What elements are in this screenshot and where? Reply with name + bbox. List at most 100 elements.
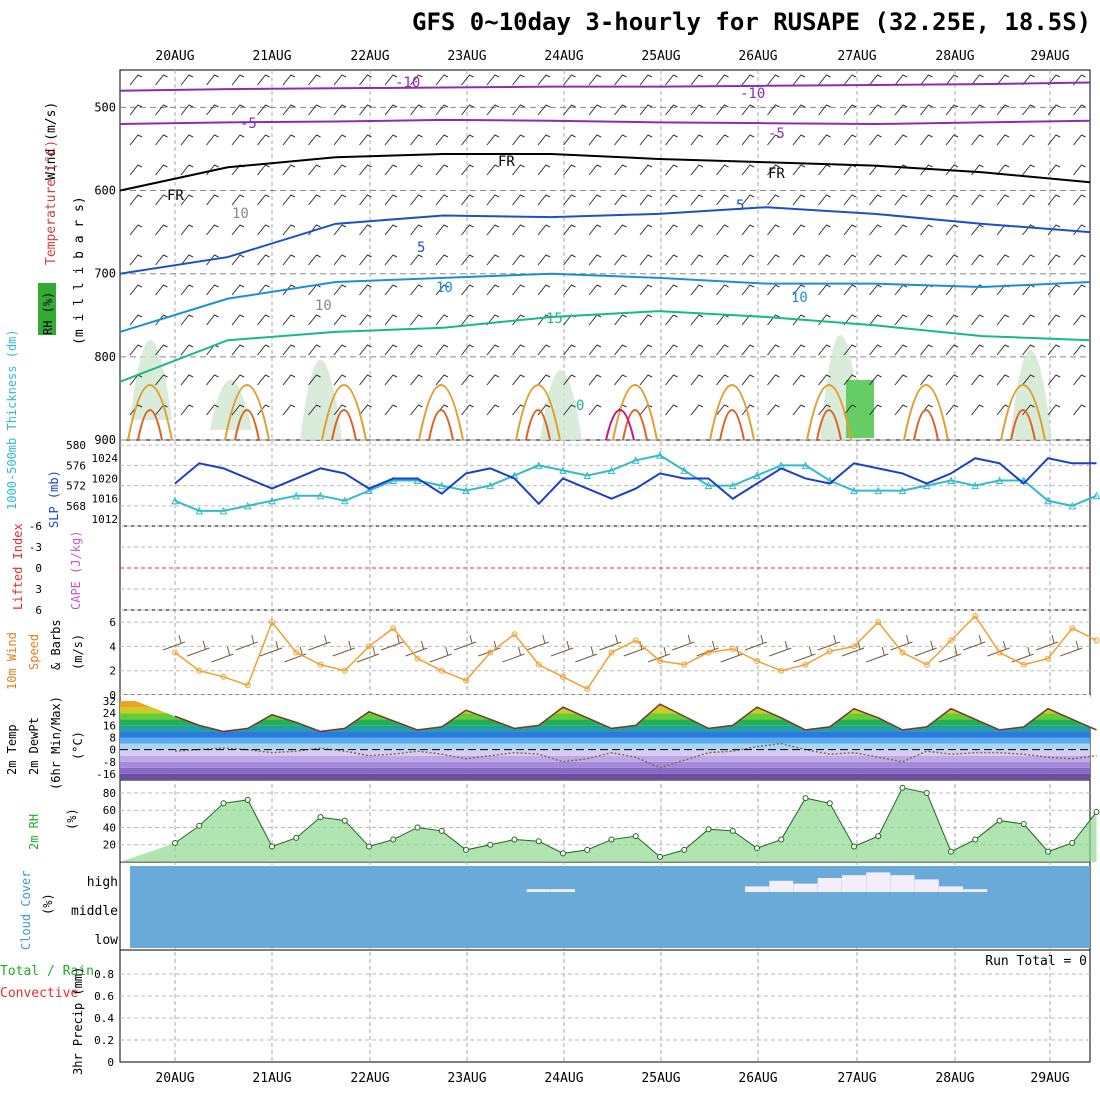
wind-barb bbox=[945, 254, 959, 266]
wind-barb bbox=[869, 74, 882, 86]
rh-marker bbox=[632, 833, 639, 840]
wind-speed-marker bbox=[1045, 655, 1051, 662]
wind-speed-marker bbox=[802, 661, 809, 668]
wind-barb bbox=[665, 194, 678, 206]
wind-barb bbox=[359, 134, 372, 146]
thickness-marker bbox=[1068, 501, 1077, 510]
wind-barb bbox=[435, 134, 449, 146]
cloud-bar bbox=[769, 880, 794, 892]
wind-barb bbox=[588, 224, 602, 236]
wind-barb bbox=[869, 254, 882, 266]
chart-title: GFS 0~10day 3-hourly for RUSAPE (32.25E,… bbox=[412, 8, 1092, 36]
surface-wind-barb bbox=[429, 646, 452, 663]
wind-barb bbox=[792, 74, 806, 86]
wind-barb bbox=[206, 134, 219, 146]
wind-barb bbox=[384, 344, 398, 356]
hot-isotherm bbox=[137, 409, 163, 441]
wind-barb bbox=[1022, 164, 1035, 176]
wind-barb bbox=[257, 404, 270, 416]
wind-barb bbox=[996, 74, 1010, 86]
wind-speed-marker bbox=[972, 613, 979, 620]
pressure-tick-label: 700 bbox=[94, 267, 116, 281]
wind-barb bbox=[894, 134, 908, 146]
warm-isotherm bbox=[321, 384, 367, 441]
wind-barb bbox=[971, 164, 984, 176]
wind-barb bbox=[257, 164, 270, 176]
wind-barb bbox=[869, 344, 882, 356]
wind-barb bbox=[461, 164, 474, 176]
wind-barb bbox=[563, 344, 576, 356]
wind-speed-marker bbox=[487, 649, 494, 656]
surface-wind-barb bbox=[211, 646, 234, 663]
rh-marker bbox=[196, 822, 203, 829]
wind-barb bbox=[716, 284, 729, 296]
thickness-marker bbox=[462, 486, 470, 495]
wind-barb bbox=[435, 314, 449, 326]
top-date-label: 22AUG bbox=[350, 49, 389, 64]
wind-barb bbox=[792, 224, 806, 236]
thickness-marker bbox=[1044, 496, 1052, 505]
wind-barb bbox=[716, 344, 729, 356]
wind-barb bbox=[614, 164, 627, 176]
wind-barb bbox=[512, 344, 525, 356]
wind-barb bbox=[129, 404, 143, 416]
li-tick-label: -3 bbox=[29, 541, 42, 554]
wind-barb bbox=[206, 314, 219, 326]
wind-barb bbox=[869, 404, 882, 416]
surface-wind-barb bbox=[866, 646, 889, 663]
wind-barb bbox=[231, 404, 245, 416]
rh-marker bbox=[972, 836, 979, 843]
top-date-label: 21AUG bbox=[252, 49, 291, 64]
wind-barb bbox=[1047, 104, 1061, 116]
wind-barb bbox=[384, 404, 398, 416]
wind-tick-label: 6 bbox=[109, 616, 116, 629]
rh-tick-label: 20 bbox=[103, 839, 116, 852]
wind-barb bbox=[333, 164, 347, 176]
wind-barb bbox=[1022, 284, 1035, 296]
surface-wind-barb bbox=[696, 640, 719, 657]
temp-color-band bbox=[120, 749, 1090, 756]
wind-barb bbox=[1022, 194, 1035, 206]
wind-speed-marker bbox=[511, 631, 518, 638]
wind-barb bbox=[869, 374, 882, 386]
wind-barb bbox=[359, 344, 372, 356]
bottom-date-label: 25AUG bbox=[641, 1071, 680, 1086]
warm-isotherm bbox=[418, 384, 464, 441]
wind-barb bbox=[614, 374, 627, 386]
wind-barb bbox=[588, 284, 602, 296]
wind-barb bbox=[486, 344, 500, 356]
wind-barb bbox=[359, 254, 372, 266]
wind-barb bbox=[971, 74, 984, 86]
wind-speed-marker bbox=[463, 677, 469, 684]
wind-barb bbox=[231, 254, 245, 266]
wind-barb bbox=[1073, 374, 1086, 386]
wind-barb bbox=[614, 314, 627, 326]
speed-label: Speed bbox=[27, 634, 41, 670]
wind-barb bbox=[665, 104, 678, 116]
temp-label: 2m Temp bbox=[5, 724, 19, 775]
wind-speed-marker bbox=[438, 667, 445, 674]
wind-barb bbox=[1047, 284, 1061, 296]
wind-barb bbox=[1073, 404, 1086, 416]
wind-barb bbox=[741, 374, 755, 386]
wind-barb bbox=[588, 254, 602, 266]
rh-tick-label: 40 bbox=[103, 821, 116, 834]
cloud-bar bbox=[914, 879, 939, 892]
dewpt-label: 2m DewPt bbox=[27, 717, 41, 775]
rh-marker bbox=[1093, 808, 1100, 815]
wind-barb bbox=[639, 314, 653, 326]
hot-isotherm bbox=[816, 409, 842, 441]
rh-marker bbox=[293, 834, 300, 841]
rh-axis-label: RH (%) bbox=[41, 292, 55, 335]
li-tick-label: 3 bbox=[35, 583, 42, 596]
li-tick-label: 0 bbox=[35, 562, 42, 575]
wind-barb bbox=[741, 344, 755, 356]
thickness-marker bbox=[753, 471, 761, 479]
wind-barb bbox=[410, 404, 423, 416]
rh-tick-label: 60 bbox=[103, 804, 116, 817]
wind-barb bbox=[359, 284, 372, 296]
wind-barb bbox=[716, 254, 729, 266]
wind-barb bbox=[665, 224, 678, 236]
wind-barb bbox=[486, 404, 500, 416]
wind-barb bbox=[308, 374, 321, 386]
